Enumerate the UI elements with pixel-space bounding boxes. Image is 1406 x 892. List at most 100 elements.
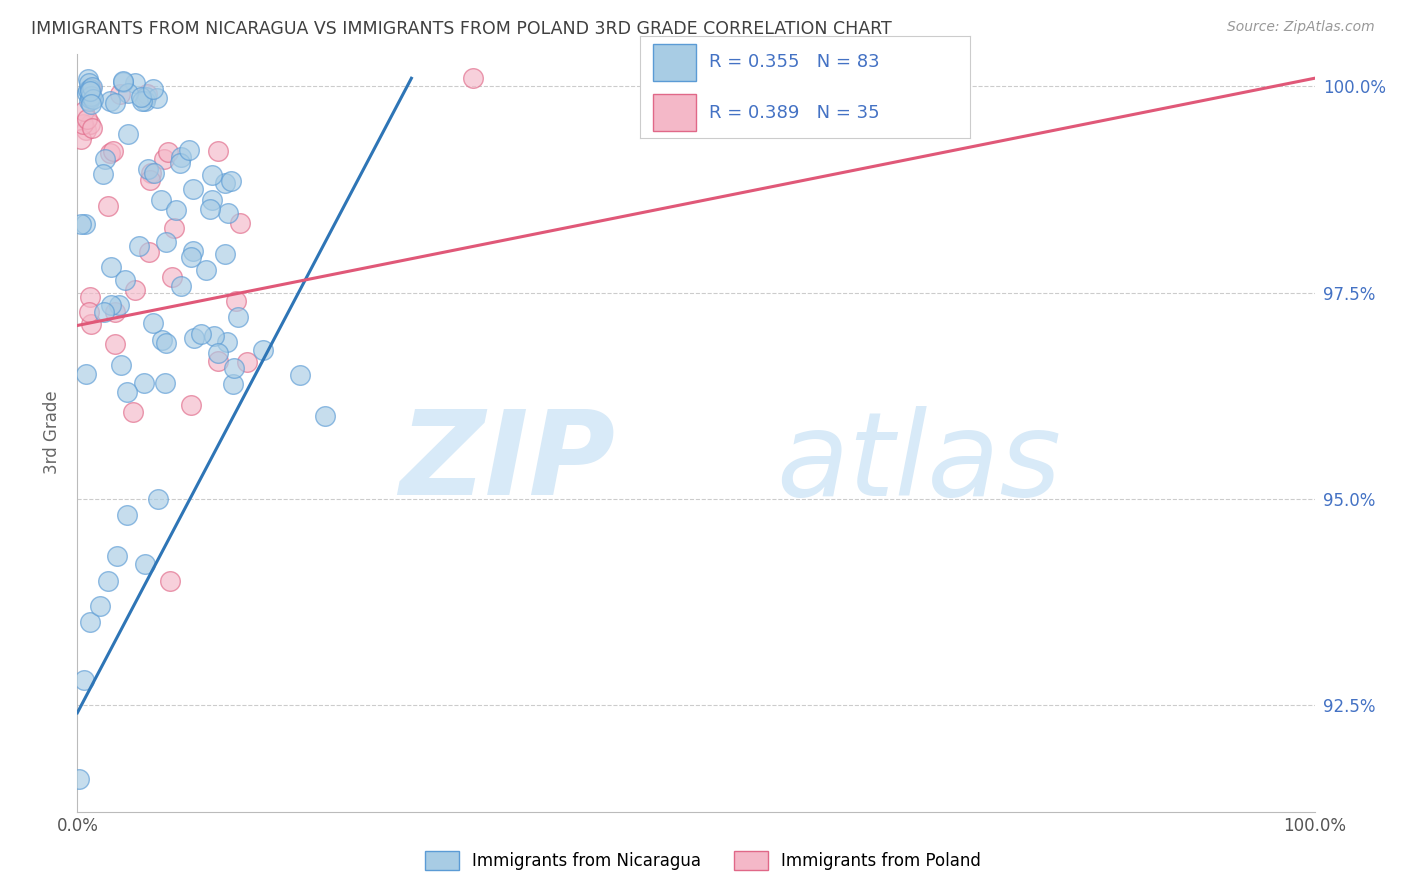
Bar [652, 95, 696, 131]
Point [101, 144, 124, 158]
Point [135, 90, 157, 104]
Point [132, 376, 155, 390]
Point [150, 333, 173, 347]
Point [149, 193, 172, 207]
Point [135, 87, 157, 101]
Point [170, 150, 193, 164]
Point [80, 97, 103, 112]
Point [159, 574, 181, 588]
Point [162, 221, 184, 235]
Point [200, 202, 222, 216]
Point [229, 216, 252, 230]
Point [155, 336, 177, 351]
Point [207, 346, 229, 360]
Point [82, 120, 104, 135]
Point [98, 146, 121, 161]
Point [79, 76, 101, 90]
Point [115, 508, 138, 522]
Point [104, 95, 127, 110]
Point [142, 82, 165, 96]
Text: Source: ZipAtlas.com: Source: ZipAtlas.com [1227, 20, 1375, 34]
Point [136, 161, 159, 176]
Point [169, 156, 191, 170]
Point [314, 409, 336, 424]
Point [82, 92, 104, 106]
Point [79, 118, 101, 132]
Point [89, 599, 111, 613]
Point [155, 235, 177, 250]
Point [183, 331, 205, 345]
Point [79, 290, 101, 304]
Point [77, 83, 100, 97]
Point [157, 145, 180, 159]
Point [97, 199, 120, 213]
Point [72, 117, 94, 131]
Point [207, 354, 229, 368]
Point [75, 123, 97, 137]
Point [146, 491, 169, 506]
Point [80, 80, 103, 95]
Point [76, 71, 98, 86]
Point [152, 152, 174, 166]
Point [207, 144, 229, 158]
Point [139, 173, 162, 187]
Point [67, 772, 90, 786]
Point [72, 104, 94, 119]
Point [138, 245, 160, 260]
Point [180, 398, 202, 412]
Point [139, 166, 162, 180]
Point [75, 368, 97, 382]
Point [124, 283, 146, 297]
Point [91, 167, 114, 181]
Point [105, 549, 128, 564]
Point [104, 337, 127, 351]
Point [201, 168, 224, 182]
Point [236, 355, 259, 369]
Point [77, 94, 100, 108]
Point [181, 244, 204, 259]
Point [463, 71, 485, 86]
Point [214, 247, 236, 261]
Point [97, 574, 120, 588]
Point [124, 76, 146, 90]
Point [146, 91, 169, 105]
Point [122, 405, 145, 419]
Point [80, 80, 103, 95]
Point [112, 74, 135, 88]
Point [226, 310, 249, 325]
Point [98, 94, 121, 108]
Point [117, 86, 139, 100]
Point [170, 279, 193, 293]
Bar [652, 44, 696, 81]
Point [134, 94, 156, 108]
Legend: Immigrants from Nicaragua, Immigrants from Poland: Immigrants from Nicaragua, Immigrants fr… [419, 844, 987, 877]
Point [128, 238, 150, 252]
Point [190, 326, 212, 341]
Point [80, 88, 103, 103]
Point [114, 273, 136, 287]
Y-axis label: 3rd Grade: 3rd Grade [44, 391, 62, 475]
Point [201, 193, 224, 207]
Point [108, 298, 131, 312]
Point [153, 376, 176, 390]
Point [93, 305, 115, 319]
Point [225, 293, 247, 308]
Point [134, 558, 156, 572]
Point [180, 250, 202, 264]
Point [79, 304, 101, 318]
Point [224, 360, 246, 375]
Text: R = 0.389   N = 35: R = 0.389 N = 35 [709, 103, 880, 121]
Point [79, 615, 101, 629]
Point [181, 182, 204, 196]
Point [142, 316, 165, 330]
Point [70, 217, 93, 231]
Text: IMMIGRANTS FROM NICARAGUA VS IMMIGRANTS FROM POLAND 3RD GRADE CORRELATION CHART: IMMIGRANTS FROM NICARAGUA VS IMMIGRANTS … [31, 20, 891, 37]
Point [76, 112, 98, 127]
Point [117, 127, 139, 141]
Point [79, 91, 101, 105]
Point [179, 144, 201, 158]
Point [252, 343, 274, 358]
Point [76, 86, 98, 100]
Point [108, 87, 131, 102]
Point [129, 90, 152, 104]
